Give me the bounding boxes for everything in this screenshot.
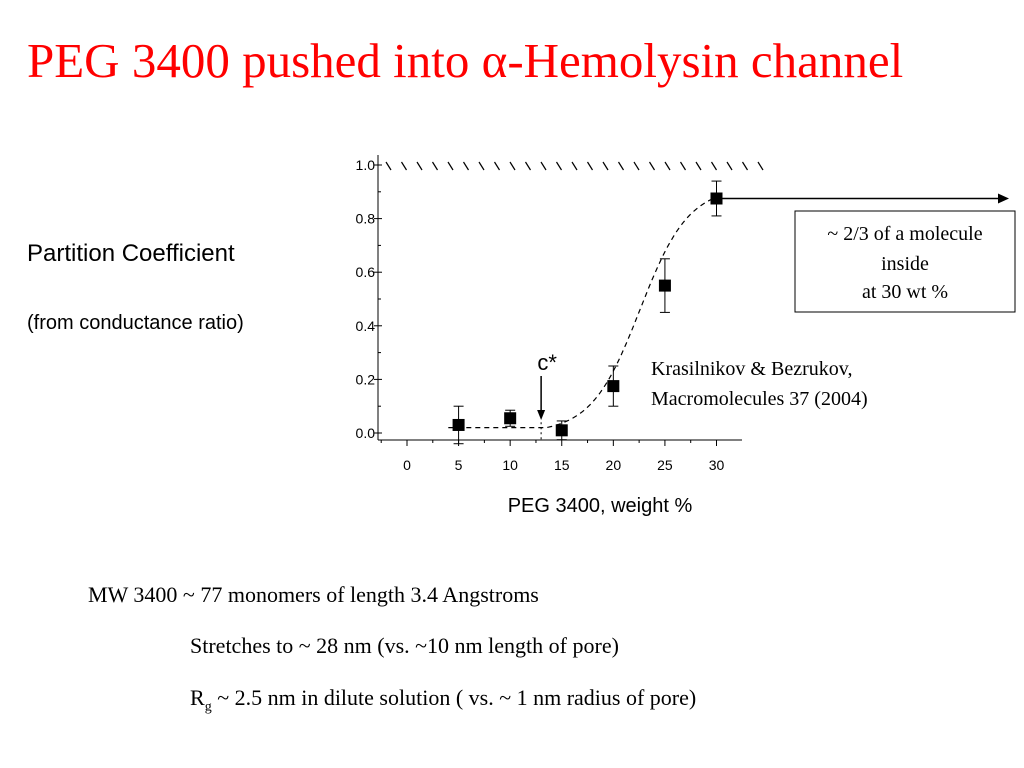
rg-subscript: g xyxy=(204,699,212,715)
reference-line-dash xyxy=(648,161,656,171)
reference-line-dash xyxy=(695,161,702,171)
slide-title: PEG 3400 pushed into α-Hemolysin channel xyxy=(27,34,1017,88)
reference-line-dash xyxy=(741,161,749,171)
reference-line-dash xyxy=(447,161,454,171)
callout-line1: ~ 2/3 of a molecule xyxy=(827,223,982,245)
callout-box xyxy=(794,210,1016,313)
reference-line-dash xyxy=(602,161,609,171)
fit-curve xyxy=(448,196,717,429)
y-tick-label: 0.6 xyxy=(356,264,376,280)
note-molecular-weight: MW 3400 ~ 77 monomers of length 3.4 Angs… xyxy=(88,582,539,607)
citation-line2: Macromolecules 37 (2004) xyxy=(651,388,868,410)
reference-line-dash xyxy=(416,161,423,171)
x-tick-label: 0 xyxy=(403,457,411,473)
reference-line-dash xyxy=(617,161,625,171)
y-tick-label: 0.0 xyxy=(356,425,376,441)
reference-line-dash xyxy=(710,161,718,171)
reference-line-dash xyxy=(633,161,640,171)
x-tick-label: 15 xyxy=(554,457,570,473)
y-tick-label: 1.0 xyxy=(356,157,376,173)
y-tick-label: 0.2 xyxy=(356,371,376,387)
reference-line-dash xyxy=(555,161,563,171)
y-axis-subtitle: (from conductance ratio) xyxy=(27,312,244,334)
reference-line-dash xyxy=(462,161,470,171)
reference-line-dash xyxy=(664,161,671,171)
note-radius-of-gyration: Rg ~ 2.5 nm in dilute solution ( vs. ~ 1… xyxy=(190,685,696,715)
callout-line2: inside xyxy=(881,253,929,275)
reference-line-dash xyxy=(757,161,764,171)
y-axis-title: Partition Coefficient xyxy=(27,240,235,267)
x-tick-label: 5 xyxy=(455,457,463,473)
x-tick-label: 20 xyxy=(606,457,622,473)
rg-symbol: R xyxy=(190,685,205,710)
alpha-symbol: α xyxy=(481,33,508,88)
title-suffix: -Hemolysin channel xyxy=(507,33,904,88)
rg-text: ~ 2.5 nm in dilute solution ( vs. ~ 1 nm… xyxy=(211,685,697,710)
reference-line-dash xyxy=(493,161,501,171)
x-tick-label: 30 xyxy=(709,457,725,473)
reference-line-dash xyxy=(478,161,485,171)
reference-line-dash xyxy=(431,161,439,171)
reference-line-dash xyxy=(385,161,392,171)
data-point xyxy=(452,418,465,431)
c-star-label: c* xyxy=(537,350,557,375)
data-point xyxy=(710,192,723,205)
reference-line-dash xyxy=(509,161,516,171)
callout-line3: at 30 wt % xyxy=(862,281,948,303)
reference-line-dash xyxy=(524,161,532,171)
x-tick-label: 10 xyxy=(502,457,518,473)
y-tick-label: 0.8 xyxy=(356,211,376,227)
reference-line-dash xyxy=(400,161,408,171)
citation-line1: Krasilnikov & Bezrukov, xyxy=(651,358,852,380)
reference-line-dash xyxy=(726,161,733,171)
reference-line-dash xyxy=(586,161,594,171)
note-stretch-length: Stretches to ~ 28 nm (vs. ~10 nm length … xyxy=(190,633,619,658)
reference-line-dash xyxy=(571,161,578,171)
title-prefix: PEG 3400 pushed into xyxy=(27,33,482,88)
reference-line-dash xyxy=(679,161,687,171)
data-point xyxy=(504,412,517,425)
reference-line-dash xyxy=(540,161,547,171)
data-point xyxy=(607,380,620,393)
c-star-arrowhead xyxy=(537,410,546,420)
x-tick-label: 25 xyxy=(657,457,673,473)
y-tick-label: 0.4 xyxy=(356,318,376,334)
callout-arrowhead xyxy=(998,193,1009,204)
data-point xyxy=(658,279,671,292)
x-axis-title: PEG 3400, weight % xyxy=(508,495,693,517)
data-point xyxy=(555,424,568,437)
